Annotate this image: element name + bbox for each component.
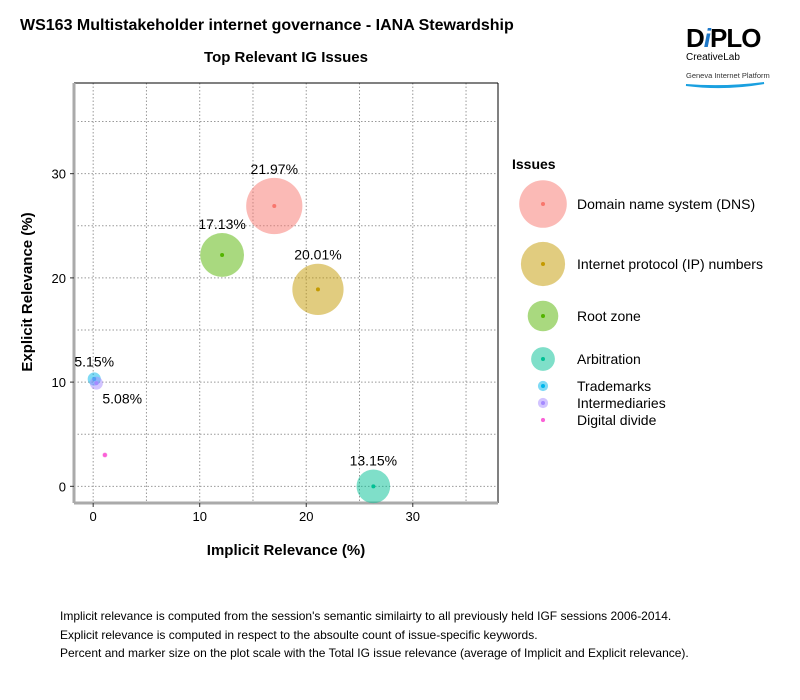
y-tick-label: 30 — [52, 167, 66, 182]
legend-item: Arbitration — [531, 347, 641, 371]
legend-item: Digital divide — [540, 412, 657, 428]
data-label: 5.15% — [74, 353, 114, 369]
legend-key-center — [541, 202, 545, 206]
bubble-center — [315, 287, 320, 292]
footnote: Percent and marker size on the plot scal… — [60, 646, 689, 660]
legend-label: Root zone — [577, 308, 641, 324]
legend-label: Digital divide — [577, 412, 657, 428]
data-label: 20.01% — [294, 247, 341, 263]
x-tick-label: 10 — [192, 509, 206, 524]
x-tick-label: 0 — [90, 509, 97, 524]
legend-key-center — [541, 262, 545, 266]
legend-item: Trademarks — [537, 378, 651, 394]
legend-item: Root zone — [527, 300, 641, 332]
data-label: 21.97% — [251, 161, 298, 177]
legend-label: Intermediaries — [577, 395, 666, 411]
diplo-logo: DiPLO CreativeLab Geneva Internet Platfo… — [685, 23, 770, 89]
legend-title: Issues — [512, 156, 556, 172]
legend-item: Domain name system (DNS) — [519, 180, 755, 228]
legend-label: Arbitration — [577, 351, 641, 367]
legend-key-center — [541, 418, 545, 422]
x-tick-label: 20 — [299, 509, 313, 524]
y-axis-label: Explicit Relevance (%) — [19, 212, 36, 371]
y-tick-label: 10 — [52, 375, 66, 390]
y-tick-label: 20 — [52, 271, 66, 286]
legend-key-center — [541, 314, 545, 318]
legend-item: Intermediaries — [537, 395, 666, 411]
footnote: Implicit relevance is computed from the … — [60, 609, 672, 623]
data-label: 13.15% — [350, 452, 397, 468]
legend-item: Internet protocol (IP) numbers — [520, 241, 763, 287]
x-axis-label: Implicit Relevance (%) — [207, 542, 365, 559]
footnotes: Implicit relevance is computed from the … — [60, 607, 689, 663]
bubble-center — [220, 252, 225, 257]
legend-key-center — [541, 357, 545, 361]
legend-label: Internet protocol (IP) numbers — [577, 256, 763, 272]
logo-brand: DiPLO — [686, 23, 761, 53]
x-tick-label: 30 — [406, 509, 420, 524]
data-label: 5.08% — [102, 391, 142, 407]
page-title: WS163 Multistakeholder internet governan… — [20, 17, 514, 34]
legend-key-center — [541, 384, 545, 388]
footnote: Explicit relevance is computed in respec… — [60, 627, 538, 642]
logo-swoosh — [685, 82, 765, 89]
data-label: 17.13% — [198, 216, 245, 232]
logo-tagline: Geneva Internet Platform — [686, 71, 770, 80]
legend-label: Trademarks — [577, 378, 651, 394]
legend-key-center — [541, 401, 545, 405]
legend-label: Domain name system (DNS) — [577, 196, 755, 212]
bubble-center — [371, 484, 376, 489]
logo-sub: CreativeLab — [686, 52, 740, 63]
y-tick-label: 0 — [59, 479, 66, 494]
bubble-center — [94, 381, 99, 386]
chart-title: Top Relevant IG Issues — [204, 49, 368, 66]
bubble-center — [102, 453, 107, 458]
bubble-center — [272, 203, 277, 208]
